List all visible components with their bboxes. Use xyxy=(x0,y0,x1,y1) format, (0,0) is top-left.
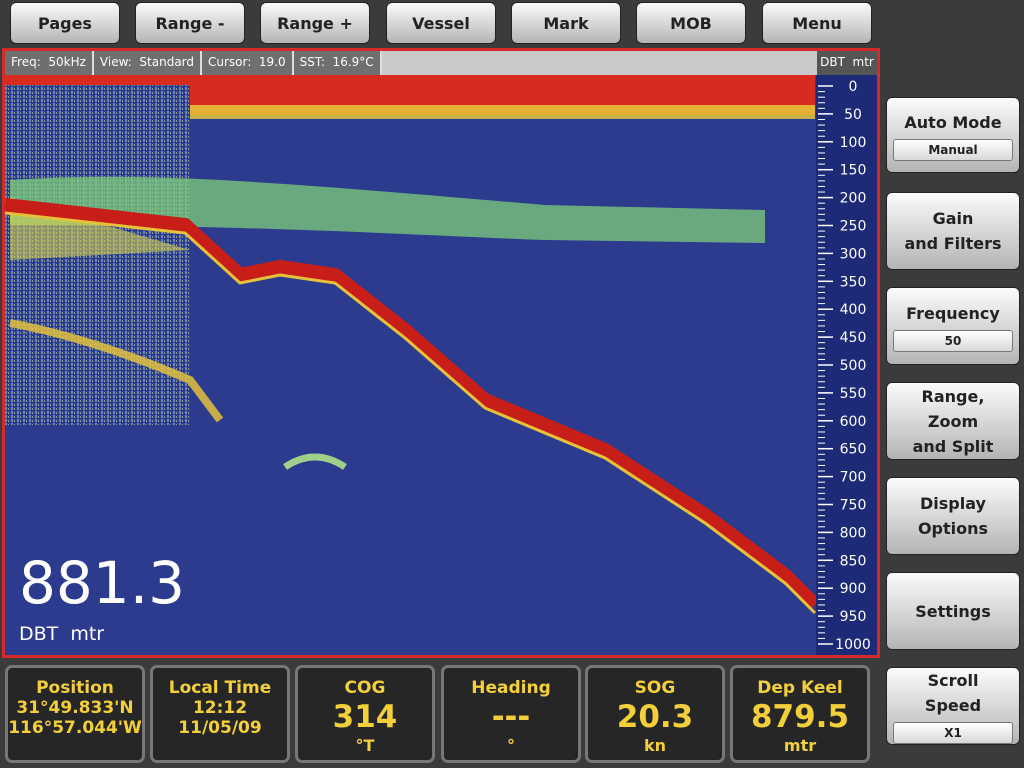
status-item: SST: 16.9°C xyxy=(293,51,382,75)
data-title: Local Time xyxy=(168,678,272,698)
toolbar-button[interactable]: Range - xyxy=(135,2,245,44)
depth-label: 150 xyxy=(840,163,867,179)
data-unit: mtr xyxy=(783,736,817,755)
button-label: Range, xyxy=(921,386,985,406)
button-label: Settings xyxy=(915,601,991,621)
data-unit: kn xyxy=(643,736,667,755)
data-box: Heading --- ° xyxy=(441,665,581,763)
button-label: Scroll xyxy=(927,671,979,690)
button-label: Display xyxy=(920,494,986,513)
data-line: 116°57.044'W xyxy=(8,718,142,738)
button-label: and Filters xyxy=(904,234,1002,253)
data-title: SOG xyxy=(634,678,676,698)
data-box: Dep Keel 879.5 mtr xyxy=(730,665,870,763)
seabed xyxy=(5,198,820,610)
toolbar-button[interactable]: Range + xyxy=(260,2,370,44)
depth-label: 550 xyxy=(840,386,867,402)
depth-label: 0 xyxy=(849,79,858,95)
data-value: --- xyxy=(491,699,531,735)
depth-label: 400 xyxy=(840,302,867,318)
toolbar-button[interactable]: Vessel xyxy=(386,2,496,44)
data-box: Local Time 12:12 11/05/09 xyxy=(150,665,290,763)
button-label: Options xyxy=(917,519,989,538)
data-line: 31°49.833'N xyxy=(16,698,134,718)
button-label: and Split xyxy=(912,436,994,456)
button-setting: 50 xyxy=(893,329,1013,352)
data-title: Position xyxy=(36,678,114,698)
depth-label: 350 xyxy=(840,274,867,290)
data-unit: °T xyxy=(355,736,375,755)
depth-label: 450 xyxy=(840,330,867,346)
data-value: 20.3 xyxy=(616,699,694,735)
data-line: 12:12 xyxy=(192,698,248,718)
echogram: 0 50 100 150 200 250 300 350 400 450 500 550 600 650 7… xyxy=(5,75,877,655)
fish-arc xyxy=(283,453,347,470)
data-line: 11/05/09 xyxy=(178,718,262,738)
status-item: View: Standard xyxy=(93,51,203,75)
data-box: Position 31°49.833'N 116°57.044'W xyxy=(5,665,145,763)
depth-label: 1000 xyxy=(835,637,871,653)
depth-label: 200 xyxy=(840,191,867,207)
status-bar: Freq: 50kHz View: Standard Cursor: 19.0 SST… xyxy=(5,51,817,75)
button-label: Auto Mode xyxy=(904,112,1002,132)
status-item: Freq: 50kHz xyxy=(5,51,94,75)
seabed-edge xyxy=(5,211,817,615)
side-button[interactable]: Frequency 50 xyxy=(886,287,1020,365)
data-title: COG xyxy=(344,678,386,698)
surface-edge xyxy=(190,105,815,119)
button-label: Frequency xyxy=(906,303,1000,323)
depth-label: 650 xyxy=(840,442,867,458)
depth-readout: 881.3 xyxy=(19,549,186,617)
scatter-layer xyxy=(10,176,765,243)
side-button[interactable]: Gain and Filters xyxy=(886,192,1020,270)
side-button[interactable]: Settings xyxy=(886,572,1020,650)
depth-unit: DBT mtr xyxy=(817,51,877,75)
depth-label: 600 xyxy=(840,414,867,430)
depth-label: 100 xyxy=(840,135,867,151)
surface-band-left xyxy=(5,75,190,85)
depth-label: 750 xyxy=(840,498,867,514)
toolbar-button[interactable]: Menu xyxy=(762,2,872,44)
button-label: Zoom xyxy=(927,411,979,431)
data-title: Dep Keel xyxy=(757,678,843,698)
button-setting: Manual xyxy=(893,138,1013,161)
toolbar-button[interactable]: Pages xyxy=(10,2,120,44)
data-box: COG 314 °T xyxy=(295,665,435,763)
data-value: 879.5 xyxy=(750,699,850,735)
button-label: Speed xyxy=(924,696,982,715)
depth-label: 850 xyxy=(840,553,867,569)
second-echo xyxy=(9,319,224,423)
toolbar-button[interactable]: MOB xyxy=(636,2,746,44)
depth-label: 700 xyxy=(840,470,867,486)
depth-label: 500 xyxy=(840,358,867,374)
toolbar-button[interactable]: Mark xyxy=(511,2,621,44)
button-setting: X1 xyxy=(893,722,1013,744)
data-unit: ° xyxy=(507,736,515,755)
data-value: 314 xyxy=(332,699,398,735)
side-button[interactable]: Scroll Speed X1 xyxy=(886,667,1020,745)
data-title: Heading xyxy=(471,678,551,698)
depth-readout-unit: DBT mtr xyxy=(19,623,105,645)
depth-label: 800 xyxy=(840,525,867,541)
depth-label: 250 xyxy=(840,219,867,235)
depth-label: 300 xyxy=(840,246,867,262)
depth-label: 900 xyxy=(840,581,867,597)
data-box: SOG 20.3 kn xyxy=(585,665,725,763)
side-button[interactable]: Auto Mode Manual xyxy=(886,97,1020,173)
status-item: Cursor: 19.0 xyxy=(202,51,294,75)
sonar-panel: Freq: 50kHz View: Standard Cursor: 19.0 SST… xyxy=(2,48,880,658)
button-label: Gain xyxy=(932,209,974,228)
side-button[interactable]: Display Options xyxy=(886,477,1020,555)
side-button[interactable]: Range, Zoom and Split xyxy=(886,382,1020,460)
depth-label: 950 xyxy=(840,609,867,625)
depth-label: 50 xyxy=(844,107,862,123)
